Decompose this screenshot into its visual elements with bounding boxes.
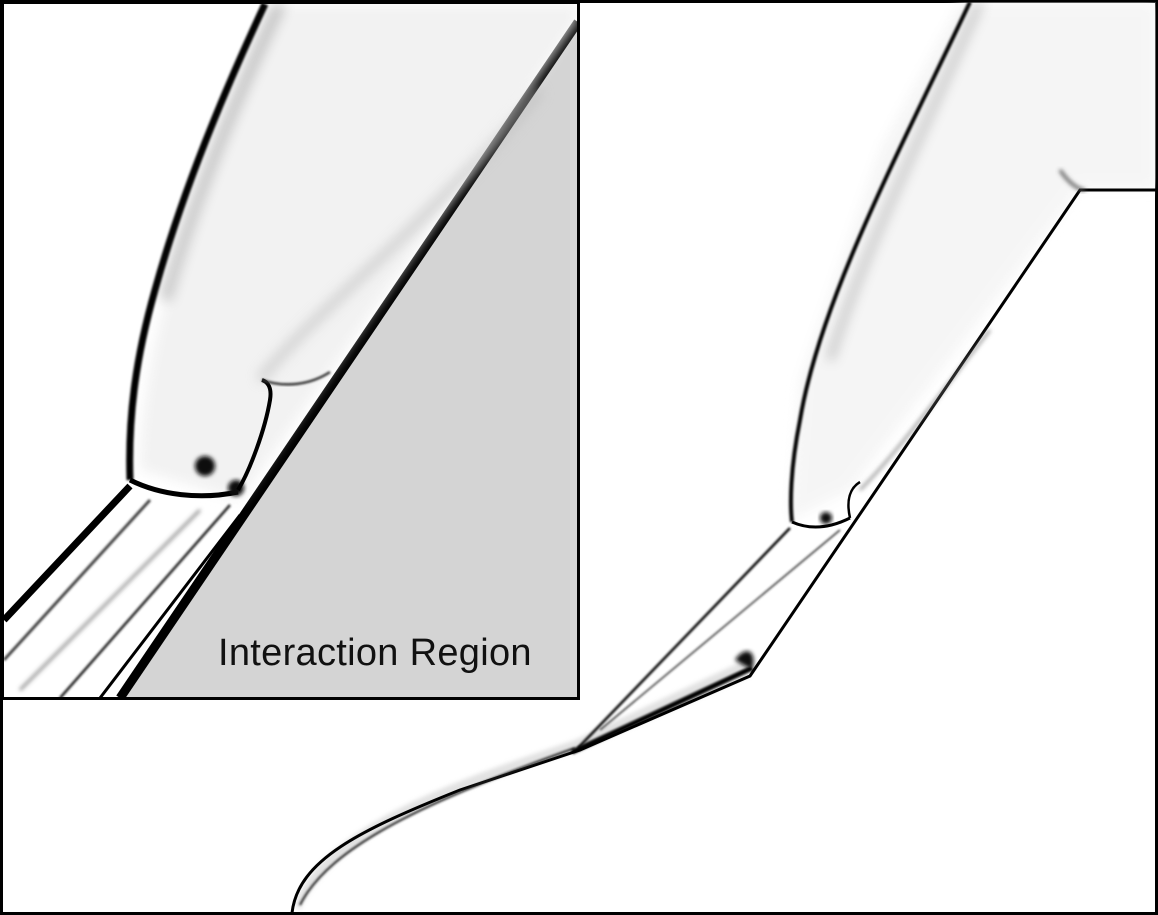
bow-shock (788, 2, 972, 523)
inset-post-shock-shading (140, 4, 578, 500)
inset-incident-shock (4, 483, 133, 623)
inset-shear-2 (19, 509, 201, 691)
inset-panel (1, 1, 580, 700)
mach-stem (791, 516, 851, 529)
inset-slip-line (261, 370, 331, 386)
inset-mach-stem (128, 477, 239, 499)
bow-shock-halo (827, 2, 983, 361)
inset-vortex-1 (195, 456, 215, 476)
leading-edge-layer (299, 747, 576, 906)
expansion-corner (1058, 169, 1086, 192)
compression-layer (570, 665, 754, 755)
inset-shear-4 (98, 514, 242, 698)
inset-frame (1, 1, 580, 700)
reflected-shock (847, 480, 861, 519)
post-shock-shading (790, 2, 1156, 520)
inset-bow-shock-halo (159, 4, 286, 302)
inset-shear-3 (59, 504, 231, 698)
main-flow-field (290, 2, 1156, 913)
inset-shear-band (256, 86, 544, 384)
shear-line-1 (577, 527, 791, 749)
shear-wave-upper (859, 329, 991, 491)
inset-label: Interaction Region (218, 632, 532, 674)
inset-shear-1 (4, 498, 152, 662)
triple-point-vortex (820, 512, 832, 524)
shear-line-2 (599, 529, 841, 731)
inset-bow-shock (126, 4, 269, 481)
inset-reflected-shock (236, 378, 273, 492)
corner-vortex (735, 651, 754, 670)
